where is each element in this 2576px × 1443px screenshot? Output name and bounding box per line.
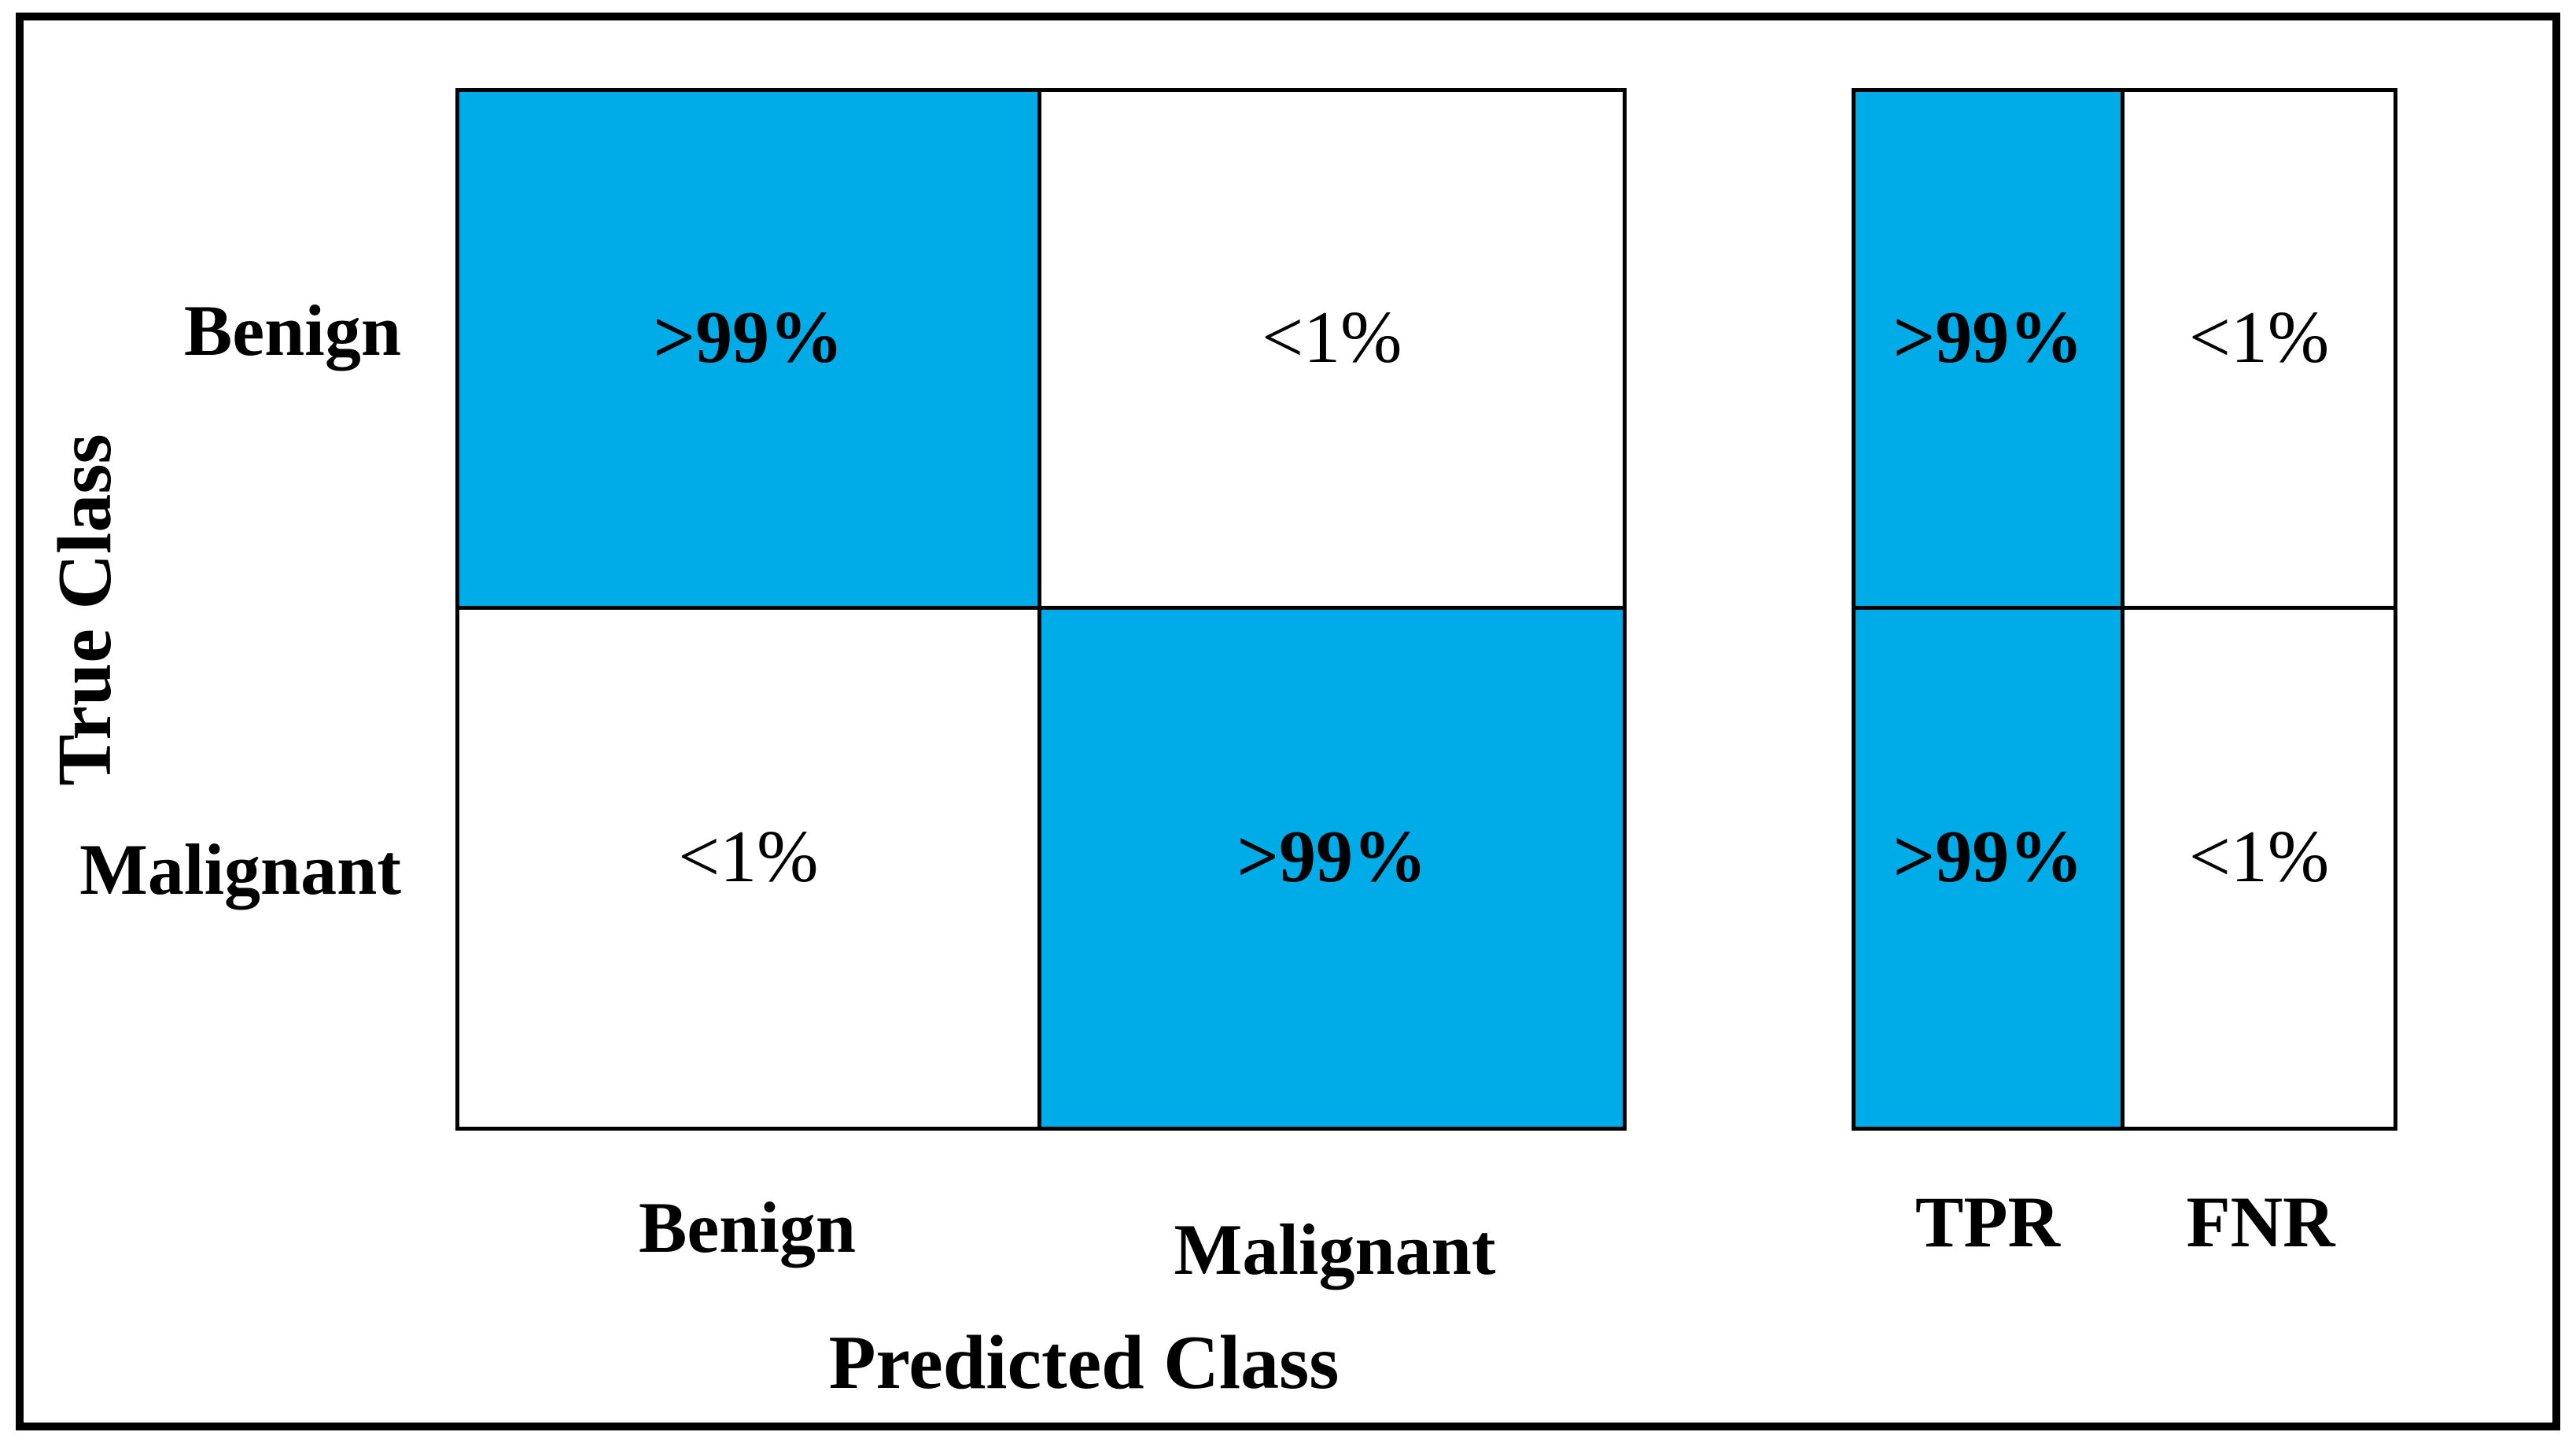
rate-summary-panel: >99% <1% >99% <1% xyxy=(1852,88,2397,1131)
col-label-tpr: TPR xyxy=(1915,1182,2060,1262)
rate-cell-benign-tpr: >99% xyxy=(1856,92,2125,610)
row-label-malignant: Malignant xyxy=(79,829,401,910)
rate-cell-value: <1% xyxy=(2188,297,2330,379)
matrix-cell-true-benign-pred-malignant: <1% xyxy=(1041,92,1623,610)
figure-border xyxy=(16,13,2560,1430)
matrix-cell-value: <1% xyxy=(1262,297,1402,379)
col-label-fnr: FNR xyxy=(2186,1182,2335,1262)
col-label-benign: Benign xyxy=(638,1187,857,1268)
rate-cell-malignant-fnr: <1% xyxy=(2125,609,2394,1127)
matrix-cell-value: >99% xyxy=(653,297,844,379)
matrix-cell-true-malignant-pred-benign: <1% xyxy=(459,609,1041,1127)
matrix-cell-true-benign-pred-benign: >99% xyxy=(459,92,1041,610)
matrix-cell-value: <1% xyxy=(678,816,819,899)
rate-cell-value: <1% xyxy=(2188,816,2330,899)
x-axis-title: Predicted Class xyxy=(828,1320,1340,1405)
rate-cell-value: >99% xyxy=(1892,297,2084,379)
confusion-matrix-panel: >99% <1% <1% >99% xyxy=(455,88,1627,1131)
row-label-benign: Benign xyxy=(183,290,401,371)
y-axis-title: True Class xyxy=(42,434,127,786)
matrix-cell-true-malignant-pred-malignant: >99% xyxy=(1041,609,1623,1127)
rate-cell-value: >99% xyxy=(1892,816,2084,899)
rate-cell-malignant-tpr: >99% xyxy=(1856,609,2125,1127)
rate-cell-benign-fnr: <1% xyxy=(2125,92,2394,610)
matrix-cell-value: >99% xyxy=(1236,816,1428,899)
col-label-malignant: Malignant xyxy=(1174,1209,1496,1290)
